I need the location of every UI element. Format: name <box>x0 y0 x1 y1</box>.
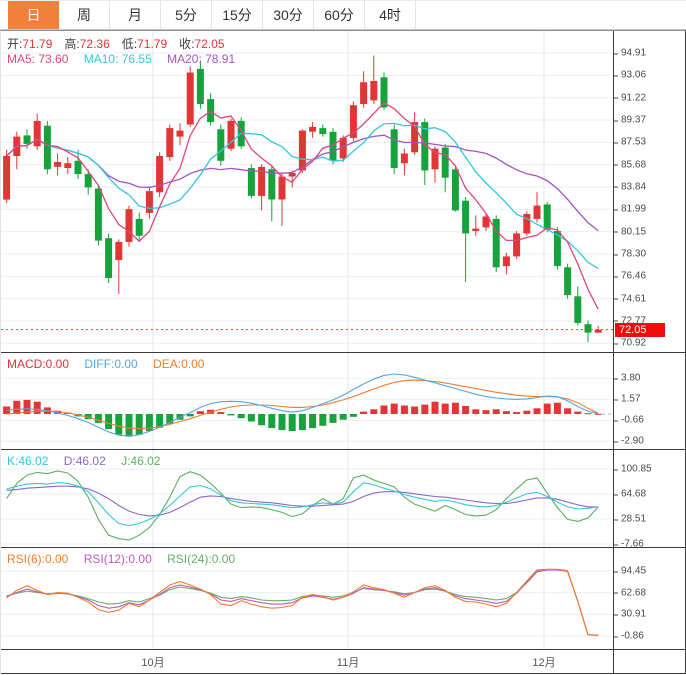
macd-value: MACD:0.00 <box>7 357 70 371</box>
axis-label: 28.51 <box>613 513 647 525</box>
axis-label: 93.06 <box>613 69 647 81</box>
tab-60min[interactable]: 60分 <box>314 1 365 29</box>
rsi12-value: RSI(12):0.00 <box>83 552 152 566</box>
axis-label: 94.91 <box>613 47 647 59</box>
ohlc-readout: 开:71.79 高:72.36 低:71.79 收:72.05 <box>7 35 237 52</box>
axis-label: 81.99 <box>613 203 647 215</box>
time-axis-gutter <box>613 650 685 673</box>
macd-panel[interactable]: MACD:0.00 DIFF:0.00 DEA:0.00 3.80 1.57 -0.… <box>1 353 685 450</box>
axis-label: 83.84 <box>613 181 647 193</box>
rsi-panel[interactable]: RSI(6):0.00 RSI(12):0.00 RSI(24):0.00 94… <box>1 548 685 650</box>
rsi-plot[interactable] <box>1 548 614 654</box>
axis-label: 64.68 <box>613 488 647 500</box>
tab-day[interactable]: 日 <box>8 1 59 29</box>
axis-label: 94.45 <box>613 565 647 577</box>
tab-month[interactable]: 月 <box>110 1 161 29</box>
d-value: D:46.02 <box>63 454 106 468</box>
ma20-value: MA20: 78.91 <box>167 52 236 66</box>
current-price-tag: 72.05 <box>615 322 665 337</box>
dea-value: DEA:0.00 <box>153 357 205 371</box>
j-value: J:46.02 <box>121 454 161 468</box>
month-label-nov: 11月 <box>336 657 360 669</box>
price-axis: 72.05 94.91 93.06 91.22 89.37 87.53 85.68 83.8… <box>613 31 685 352</box>
k-value: K:46.02 <box>7 454 49 468</box>
close-value: 72.05 <box>194 37 225 51</box>
axis-label: -0.66 <box>614 414 644 426</box>
macd-plot[interactable] <box>1 353 614 454</box>
axis-label: 70.92 <box>613 337 647 349</box>
kdj-panel[interactable]: K:46.02 D:46.02 J:46.02 100.85 64.68 28.51… <box>1 450 685 550</box>
axis-label: 72.77 <box>613 315 647 327</box>
tab-4hour[interactable]: 4时 <box>365 1 416 29</box>
axis-label: 74.61 <box>613 293 647 305</box>
axis-label: 89.37 <box>613 114 647 126</box>
axis-label: 80.15 <box>613 226 647 238</box>
axis-label: 87.53 <box>613 136 647 148</box>
chart-area: 开:71.79 高:72.36 低:71.79 收:72.05 MA5: 73.60 … <box>0 30 686 674</box>
axis-label: 100.85 <box>614 463 652 475</box>
high-label: 高: <box>64 37 80 51</box>
low-label: 低: <box>121 37 138 51</box>
ma5-value: MA5: 73.60 <box>7 52 69 66</box>
diff-value: DIFF:0.00 <box>84 357 138 371</box>
tab-15min[interactable]: 15分 <box>212 1 263 29</box>
rsi6-value: RSI(6):0.00 <box>7 552 69 566</box>
ma-readout: MA5: 73.60 MA10: 76.55 MA20: 78.91 <box>7 52 247 66</box>
month-label-oct: 10月 <box>141 657 165 669</box>
macd-readout: MACD:0.00 DIFF:0.00 DEA:0.00 <box>7 357 216 371</box>
ma10-value: MA10: 76.55 <box>83 52 152 66</box>
rsi-readout: RSI(6):0.00 RSI(12):0.00 RSI(24):0.00 <box>7 552 247 566</box>
tab-30min[interactable]: 30分 <box>263 1 314 29</box>
close-label: 收: <box>179 37 195 51</box>
axis-label: 76.46 <box>613 270 647 282</box>
high-value: 72.36 <box>79 37 110 51</box>
kdj-plot[interactable] <box>1 450 614 552</box>
axis-label: -7.66 <box>614 538 644 550</box>
axis-label: -0.86 <box>614 630 644 642</box>
tab-5min[interactable]: 5分 <box>161 1 212 29</box>
kdj-readout: K:46.02 D:46.02 J:46.02 <box>7 454 172 468</box>
tab-week[interactable]: 周 <box>59 1 110 29</box>
candlestick-plot[interactable] <box>1 31 614 357</box>
period-toolbar: 日 周 月 5分 15分 30分 60分 4时 <box>0 0 686 30</box>
open-label: 开: <box>7 37 23 51</box>
axis-label: 1.57 <box>613 393 641 405</box>
axis-label: 91.22 <box>613 92 647 104</box>
axis-label: 3.80 <box>613 372 641 384</box>
rsi24-value: RSI(24):0.00 <box>167 552 236 566</box>
open-value: 71.79 <box>22 37 53 51</box>
rsi-axis: 94.45 62.68 30.91 -0.86 <box>613 548 685 649</box>
axis-label: 85.68 <box>613 159 647 171</box>
axis-label: 30.91 <box>613 608 647 620</box>
main-price-panel[interactable]: 开:71.79 高:72.36 低:71.79 收:72.05 MA5: 73.60 … <box>1 31 685 353</box>
axis-label: 62.68 <box>613 587 647 599</box>
kdj-axis: 100.85 64.68 28.51 -7.66 <box>613 450 685 550</box>
axis-label: -2.90 <box>614 435 644 447</box>
axis-label: 78.30 <box>613 248 647 260</box>
time-axis: 10月 11月 12月 <box>1 650 685 674</box>
macd-axis: 3.80 1.57 -0.66 -2.90 <box>613 353 685 449</box>
low-value: 71.79 <box>137 37 168 51</box>
month-label-dec: 12月 <box>532 657 556 669</box>
